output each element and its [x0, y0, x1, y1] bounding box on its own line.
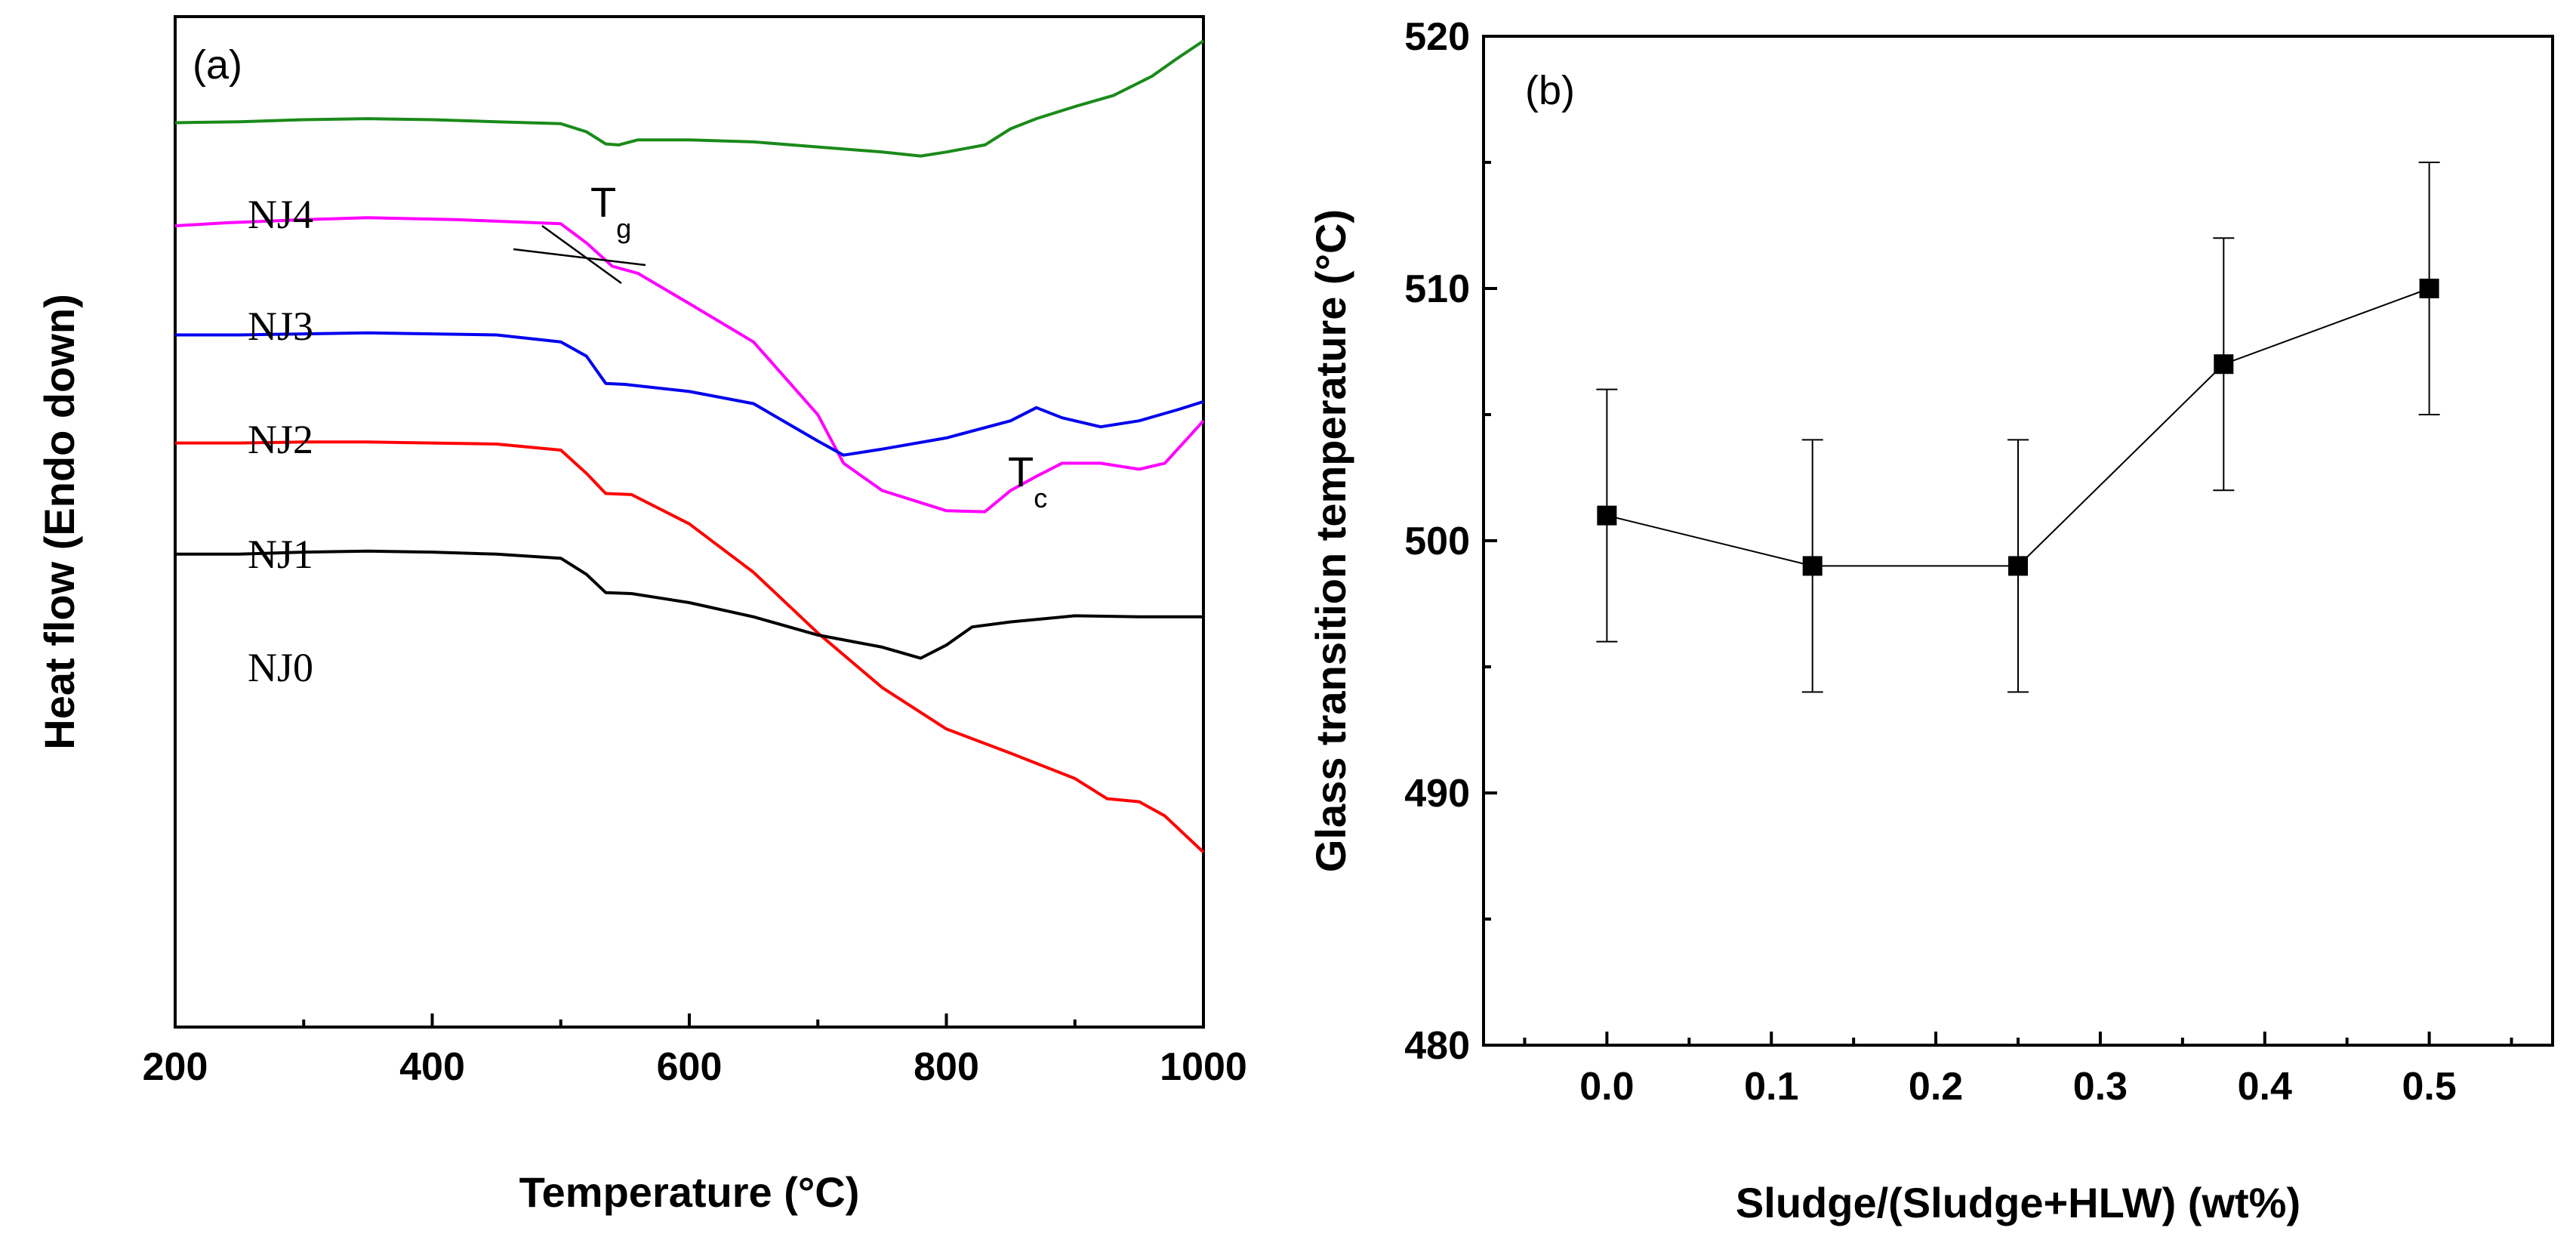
- curve-label-nj1: NJ1: [248, 532, 313, 577]
- curve-nj3: [174, 216, 1205, 514]
- panel-b-series: [1596, 162, 2440, 693]
- curve-nj1: [175, 440, 1205, 853]
- curve-nj2: [175, 331, 1204, 457]
- panel-b-y-tick-label: 500: [1404, 520, 1470, 563]
- tg-annotation: Tg: [590, 178, 631, 244]
- panel-a-x-tick-label: 600: [657, 1045, 723, 1089]
- panel-b-x-tick-label: 0.2: [1909, 1065, 1963, 1109]
- tg-annotation-sub: g: [616, 213, 631, 244]
- panel-a-x-tick-label: 400: [399, 1045, 465, 1089]
- panel-b-y-axis-title: Glass transition temperature (°C): [1307, 209, 1354, 872]
- tg-annotation-main: T: [590, 178, 616, 226]
- tc-annotation: Tc: [1008, 448, 1047, 514]
- panel-b-x-axis-title: Sludge/(Sludge+HLW) (wt%): [1736, 1179, 2300, 1226]
- panel-a-x-tick-label: 800: [914, 1045, 979, 1089]
- panel-a-x-tick-label: 1000: [1160, 1045, 1247, 1089]
- panel-a-frame: [174, 15, 1205, 1029]
- panel-b-label: (b): [1525, 68, 1575, 113]
- panel-a-x-axis-title: Temperature (°C): [519, 1168, 860, 1216]
- panel-b-y-ticks: 480 490 500 510 520: [1404, 15, 1497, 1068]
- panel-a-curve-labels: NJ4 NJ3 NJ2 NJ1 NJ0: [248, 192, 313, 690]
- panel-b-x-tick-label: 0.0: [1579, 1065, 1634, 1109]
- tc-annotation-main: T: [1008, 448, 1034, 495]
- data-point: [2419, 279, 2439, 298]
- panel-b-y-tick-label: 490: [1404, 772, 1470, 816]
- tg-tangent-line-2: [541, 224, 622, 285]
- data-point: [2214, 354, 2234, 375]
- panel-a-y-axis-title: Heat flow (Endo down): [35, 294, 83, 749]
- panel-b-y-tick-label: 520: [1404, 15, 1470, 59]
- curve-nj4: [174, 39, 1205, 158]
- data-point: [1597, 505, 1617, 526]
- tc-annotation-sub: c: [1034, 483, 1047, 514]
- panel-a-label: (a): [193, 42, 242, 88]
- panel-b-y-tick-label: 480: [1404, 1024, 1470, 1068]
- panel-b-x-tick-label: 0.5: [2402, 1065, 2456, 1109]
- panel-a-x-ticks: 200 400 600 800 1000: [143, 1013, 1247, 1089]
- panel-b-y-tick-label: 510: [1404, 267, 1470, 311]
- tg-tangent-line: [513, 248, 646, 267]
- panel-a-x-tick-label: 200: [143, 1045, 208, 1089]
- data-point: [2008, 556, 2028, 576]
- panel-a-curves: [174, 39, 1205, 853]
- curve-label-nj0: NJ0: [248, 645, 313, 690]
- panel-b-x-tick-label: 0.3: [2073, 1065, 2128, 1109]
- panel-b-x-ticks: 0.0 0.1 0.2 0.3 0.4 0.5: [1523, 1032, 2513, 1109]
- curve-label-nj4: NJ4: [248, 192, 313, 237]
- panel-b: (b) 480 490 500 510 520 0.0 0.1 0.2 0.3 0.4 0.5 S…: [1307, 15, 2554, 1226]
- data-point: [1802, 556, 1823, 576]
- curve-label-nj2: NJ2: [248, 417, 313, 462]
- panel-b-x-tick-label: 0.4: [2238, 1065, 2292, 1109]
- curve-label-nj3: NJ3: [248, 304, 313, 349]
- panel-b-x-tick-label: 0.1: [1744, 1065, 1798, 1109]
- curve-nj0: [175, 549, 1203, 660]
